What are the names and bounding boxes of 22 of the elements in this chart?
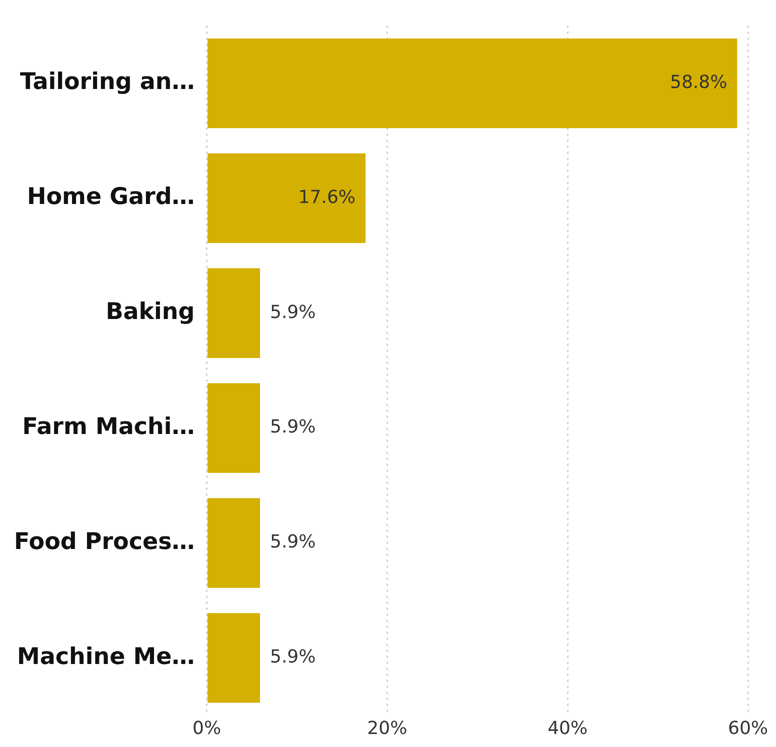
- y-tick-label: Tailoring an…: [20, 69, 195, 96]
- x-tick-label: 20%: [367, 718, 408, 739]
- data-label: 5.9%: [270, 532, 316, 553]
- y-tick-label: Farm Machi…: [22, 414, 195, 440]
- data-label: 5.9%: [270, 416, 316, 438]
- bar: [208, 268, 260, 358]
- x-tick-label: 40%: [548, 718, 588, 739]
- x-tick-label: 60%: [728, 718, 768, 739]
- data-label: 5.9%: [270, 302, 316, 323]
- bar: [208, 153, 366, 244]
- bar: [208, 38, 738, 128]
- data-label: 17.6%: [298, 186, 356, 208]
- x-tick-label: 0%: [192, 718, 222, 739]
- y-tick-label: Home Gard…: [26, 184, 195, 210]
- data-label: 58.8%: [670, 72, 728, 93]
- bar: [208, 498, 260, 588]
- y-tick-label: Baking: [106, 299, 195, 326]
- y-tick-label: Food Proces…: [14, 528, 195, 555]
- y-tick-label: Machine Me…: [16, 644, 195, 670]
- data-label: 5.9%: [270, 646, 316, 668]
- bar: [208, 613, 260, 703]
- bar: [208, 383, 260, 473]
